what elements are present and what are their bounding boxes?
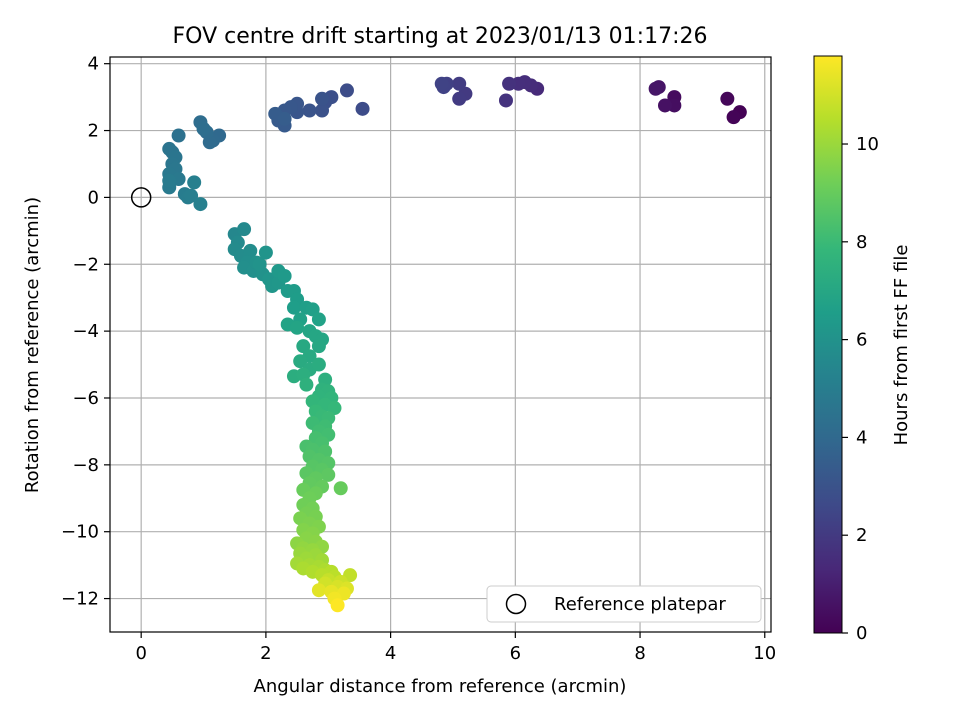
data-point — [648, 81, 663, 96]
colorbar — [813, 55, 843, 634]
x-tick-label: 6 — [510, 643, 521, 664]
x-axis-label: Angular distance from reference (arcmin) — [254, 676, 627, 697]
data-point — [193, 197, 208, 212]
data-point — [452, 91, 467, 106]
colorbar-label: Hours from first FF file — [891, 245, 912, 446]
data-point — [434, 76, 449, 91]
data-point — [355, 101, 370, 116]
data-point — [321, 467, 336, 482]
data-point — [237, 222, 252, 237]
x-tick-label: 10 — [753, 643, 776, 664]
data-point — [315, 103, 330, 118]
y-tick-label: −4 — [72, 321, 99, 342]
plot-area-frame — [109, 56, 772, 633]
data-point — [286, 300, 301, 315]
data-point — [243, 243, 258, 258]
y-tick-label: −12 — [61, 589, 99, 610]
colorbar-tick-label: 6 — [856, 330, 867, 351]
legend: Reference platepar — [486, 585, 762, 623]
data-point — [290, 320, 305, 335]
y-tick-label: −2 — [72, 254, 99, 275]
y-tick-label: 2 — [88, 121, 99, 142]
data-point — [293, 354, 308, 369]
colorbar-tick-label: 0 — [856, 623, 867, 644]
data-point — [162, 173, 177, 188]
x-tick-label: 0 — [135, 643, 146, 664]
data-point — [184, 188, 199, 203]
data-point — [305, 302, 320, 317]
data-point — [311, 357, 326, 372]
data-point — [502, 76, 517, 91]
data-point — [252, 257, 267, 272]
data-point — [277, 111, 292, 126]
y-tick-label: 0 — [88, 187, 99, 208]
legend-label-reference: Reference platepar — [554, 594, 726, 615]
colorbar-tick-label: 2 — [856, 525, 867, 546]
reference-point-marker — [130, 187, 152, 208]
colorbar-tick-label: 10 — [856, 134, 879, 155]
x-axis-ticks: 0 2 4 6 8 10 — [135, 632, 776, 664]
colorbar-ticks: 0 2 4 6 8 10 — [842, 134, 879, 644]
data-point — [258, 245, 273, 260]
data-point — [452, 76, 467, 91]
y-tick-label: −6 — [72, 388, 99, 409]
data-point — [333, 481, 348, 496]
data-point — [311, 583, 326, 598]
grid-lines — [110, 57, 771, 632]
data-point — [657, 98, 672, 113]
data-point — [171, 128, 186, 143]
data-point — [311, 339, 326, 354]
y-axis-label: Rotation from reference (arcmin) — [22, 197, 43, 493]
data-point — [315, 91, 330, 106]
data-point — [339, 83, 354, 98]
y-tick-label: −10 — [61, 522, 99, 543]
data-point — [302, 103, 317, 118]
data-point — [498, 93, 513, 108]
data-point — [330, 598, 345, 613]
x-tick-label: 8 — [634, 643, 645, 664]
data-point — [187, 175, 202, 190]
data-points — [162, 75, 747, 613]
data-point — [196, 121, 211, 136]
colorbar-tick-label: 4 — [856, 427, 867, 448]
data-point — [720, 91, 735, 106]
y-tick-label: 4 — [88, 54, 99, 75]
y-axis-ticks: −12 −10 −8 −6 −4 −2 0 2 4 — [61, 54, 110, 610]
y-tick-label: −8 — [72, 455, 99, 476]
data-point — [296, 339, 311, 354]
x-tick-label: 2 — [260, 643, 271, 664]
x-tick-label: 4 — [385, 643, 396, 664]
chart-title: FOV centre drift starting at 2023/01/13 … — [173, 24, 708, 49]
data-point — [299, 377, 314, 392]
colorbar-tick-label: 8 — [856, 232, 867, 253]
data-point — [311, 312, 326, 327]
legend-marker-reference — [505, 593, 527, 615]
data-point — [726, 110, 741, 125]
data-point — [277, 268, 292, 283]
data-point — [327, 401, 342, 416]
legend-box — [486, 585, 762, 623]
